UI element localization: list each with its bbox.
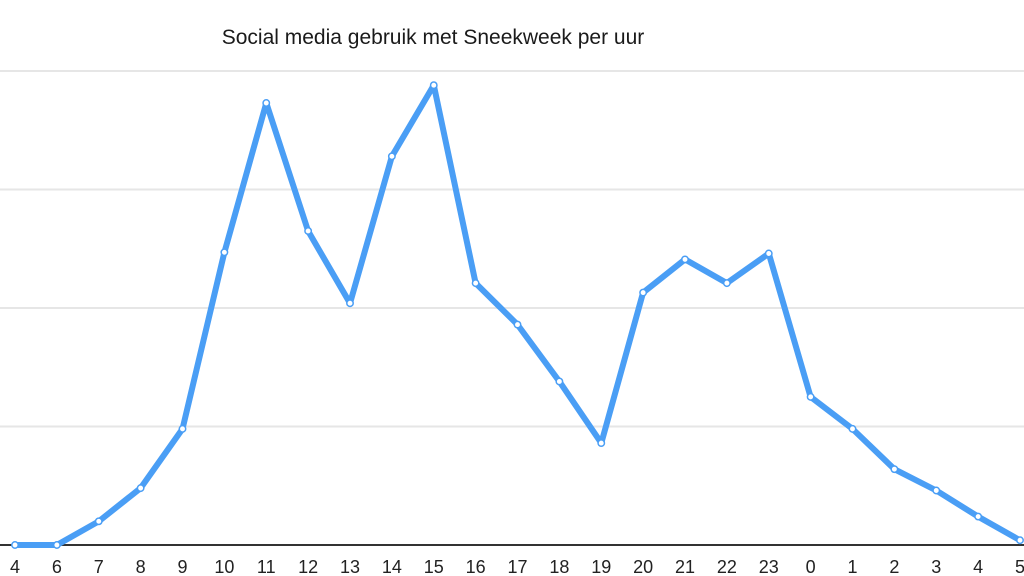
- data-point: [764, 249, 773, 258]
- series-line: [12, 82, 1023, 548]
- data-point: [513, 320, 522, 329]
- x-tick-label: 10: [214, 557, 234, 576]
- x-tick-label: 1: [847, 557, 857, 576]
- data-point: [806, 392, 815, 401]
- x-tick-label: 20: [633, 557, 653, 576]
- chart-title: Social media gebruik met Sneekweek per u…: [221, 26, 645, 49]
- x-tick-label: 19: [591, 557, 611, 576]
- x-tick-label: 0: [806, 557, 816, 576]
- x-tick-label: 15: [424, 557, 444, 576]
- x-tick-label: 18: [549, 557, 569, 576]
- data-point: [722, 279, 731, 288]
- x-tick-label: 8: [136, 557, 146, 576]
- x-tick-label: 12: [298, 557, 318, 576]
- x-tick-label: 14: [382, 557, 402, 576]
- data-point: [346, 299, 354, 308]
- data-point: [1016, 536, 1024, 545]
- x-tick-label: 3: [931, 557, 941, 576]
- x-tick-label: 16: [466, 557, 486, 576]
- x-tick-label: 6: [52, 557, 62, 576]
- x-tick-labels: 4 6 7 8 9 10 11 12 13 14 15 16 17 18 19 20 21 22 23 0 1 2 3 4 5: [10, 557, 1024, 576]
- data-point: [848, 424, 857, 433]
- series-line-group: [12, 82, 1023, 548]
- x-tick-label: 4: [973, 557, 983, 576]
- data-point: [52, 541, 61, 549]
- data-point: [597, 439, 606, 448]
- x-tick-label: 2: [889, 557, 899, 576]
- data-point: [94, 517, 103, 526]
- x-tick-label: 5: [1015, 557, 1024, 576]
- data-point: [387, 152, 396, 161]
- data-point: [304, 227, 313, 235]
- x-tick-label: 13: [340, 557, 360, 576]
- data-point: [681, 255, 689, 264]
- data-point: [555, 377, 564, 386]
- x-tick-label: 4: [10, 557, 20, 576]
- x-tick-label: 7: [94, 557, 104, 576]
- data-point: [178, 424, 187, 433]
- data-point: [11, 541, 19, 549]
- data-point: [932, 486, 941, 495]
- data-points: [11, 81, 1024, 549]
- x-tick-label: 21: [675, 557, 695, 576]
- data-point: [639, 288, 648, 297]
- x-tick-label: 9: [177, 557, 187, 576]
- data-point: [220, 248, 229, 257]
- data-point: [136, 484, 145, 493]
- x-tick-label: 23: [759, 557, 779, 576]
- data-point: [890, 465, 899, 474]
- data-point: [262, 99, 271, 107]
- x-tick-label: 11: [257, 557, 276, 576]
- data-point: [471, 279, 480, 288]
- gridlines: [0, 70, 1024, 428]
- data-point: [974, 512, 983, 521]
- x-tick-label: 22: [717, 557, 737, 576]
- data-point: [429, 81, 438, 90]
- x-tick-label: 17: [507, 557, 527, 576]
